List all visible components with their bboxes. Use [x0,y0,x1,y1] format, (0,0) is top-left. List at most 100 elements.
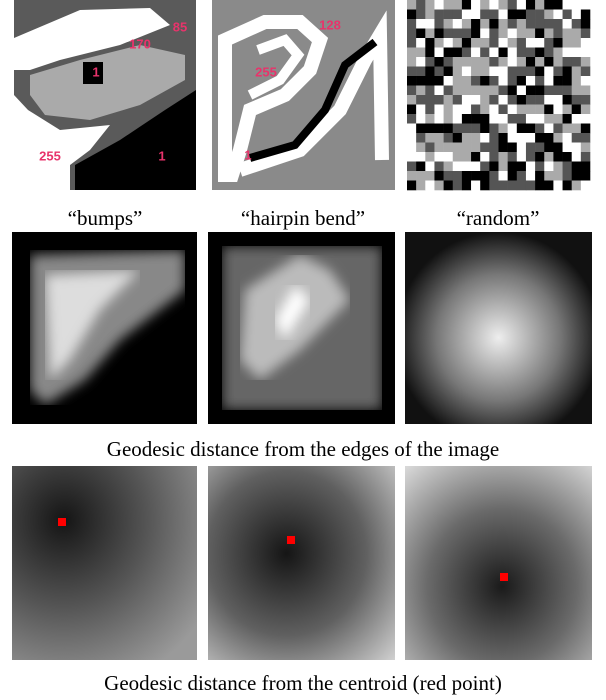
pixel [443,180,454,191]
pixel [461,95,472,105]
pixel [571,0,582,10]
pixel [516,47,527,58]
pixel [471,104,481,115]
pixel [562,0,572,10]
pixel [553,114,563,124]
pixel [480,123,490,134]
pixel [507,152,518,162]
pixel [553,95,563,105]
pixel [489,104,499,115]
pixel [425,38,435,48]
pixel [553,0,563,10]
pixel [498,47,508,58]
pixel [416,123,426,134]
pixel [498,161,508,172]
pixel [553,19,563,29]
pixel [535,180,545,191]
pixel [562,38,572,48]
pixel [407,85,417,96]
pixel [525,85,536,96]
pixel [525,152,536,162]
pixel [525,38,536,48]
pixel [571,114,582,124]
pixel [516,142,527,153]
pixel [407,104,417,115]
pixel [407,152,417,162]
pixel [580,0,591,10]
pixel [535,47,545,58]
pixel [553,161,563,172]
pixel [416,180,426,191]
pixel [580,47,591,58]
pixel [507,0,518,10]
pixel [498,104,508,115]
pixel [507,133,518,143]
pixel [480,104,490,115]
pixel [480,0,490,10]
pixel [571,133,582,143]
label: 255 [39,148,61,163]
pixel [452,47,463,58]
pixel [443,66,454,77]
pixel [498,152,508,162]
pixel [434,76,444,86]
pixel [544,180,554,191]
pixel [407,66,417,77]
pixel [407,28,417,39]
pixel [425,0,435,10]
pixel [434,104,444,115]
pixel [434,47,444,58]
pixel [416,171,426,181]
pixel [498,95,508,105]
pixel [452,28,463,39]
pixel [416,76,426,86]
pixel [489,85,499,96]
pixel [434,133,444,143]
pixel [580,95,591,105]
pixel [544,47,554,58]
pixel [507,104,518,115]
pixel [525,114,536,124]
pixel [507,47,518,58]
pixel [480,28,490,39]
pixel [516,123,527,134]
pixel [507,19,518,29]
label: 1 [92,64,99,79]
pixel [507,123,518,134]
pixel [571,95,582,105]
pixel [571,19,582,29]
pixel [544,95,554,105]
pixel [562,9,572,20]
pixel [489,38,499,48]
pixel [480,171,490,181]
pixel [562,66,572,77]
pixel [480,114,490,124]
pixel [452,104,463,115]
pixel [571,57,582,67]
pixel [443,104,454,115]
pixel [516,57,527,67]
pixel [407,114,417,124]
pixel [461,142,472,153]
pixel [471,161,481,172]
pixel [416,47,426,58]
pixel [580,28,591,39]
pixel [507,171,518,181]
pixel [425,114,435,124]
pixel [480,9,490,20]
pixel [525,180,536,191]
pixel [507,180,518,191]
pixel [489,28,499,39]
pixel [580,66,591,77]
pixel [480,19,490,29]
pixel [535,104,545,115]
pixel [507,38,518,48]
pixel [425,95,435,105]
pixel [443,114,454,124]
pixel [535,76,545,86]
pixel [544,19,554,29]
pixel [516,28,527,39]
pixel [471,57,481,67]
pixel [544,114,554,124]
pixel [562,152,572,162]
